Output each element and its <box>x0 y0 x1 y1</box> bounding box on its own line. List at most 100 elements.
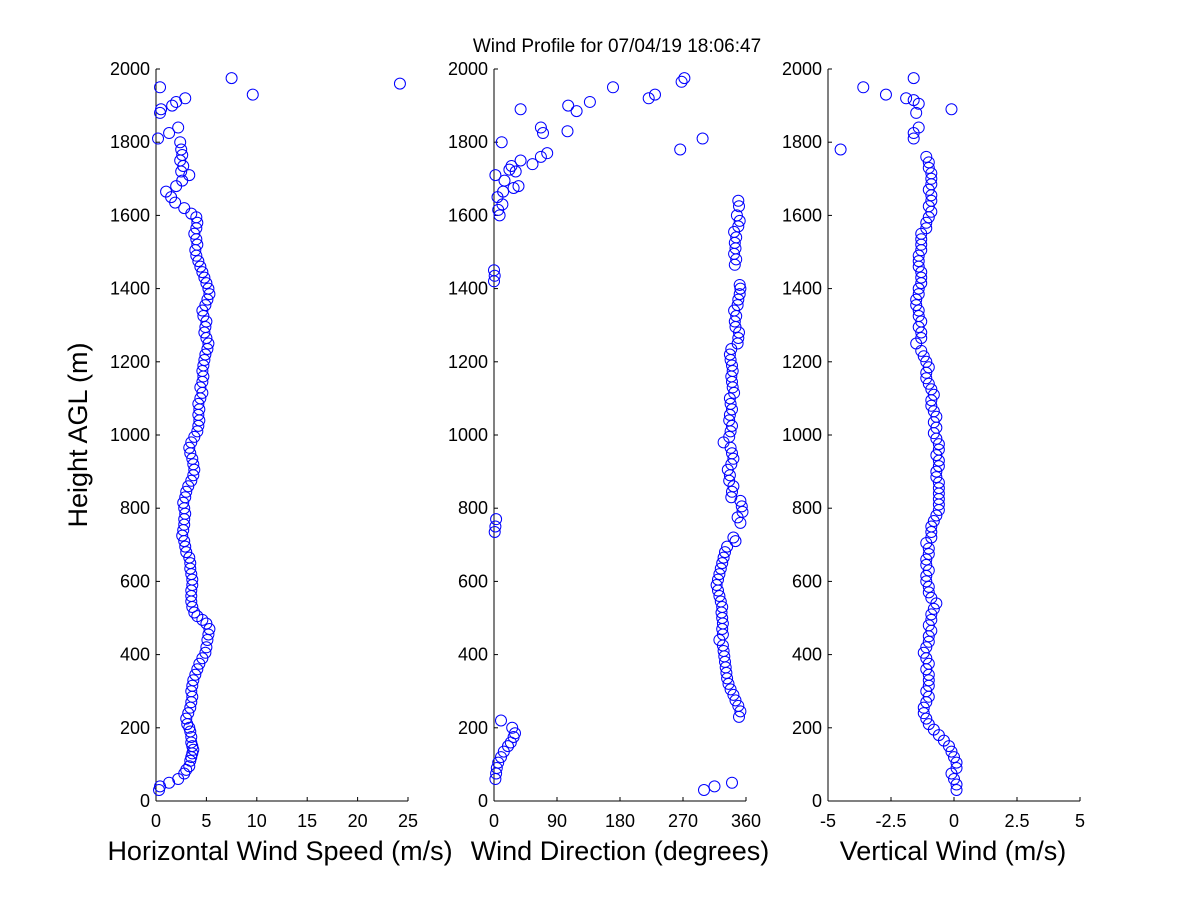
vertical-wind-data-point <box>922 542 935 555</box>
vertical-wind-xtick-label: 0 <box>949 811 959 831</box>
horizontal-wind-speed-data-point <box>177 496 190 509</box>
wind-direction-data-point <box>493 209 506 222</box>
vertical-wind-data-point <box>922 674 935 687</box>
wind-direction-data-point <box>526 158 539 171</box>
vertical-wind-data-point <box>922 718 935 731</box>
wind-direction-data-point <box>733 214 746 227</box>
horizontal-wind-speed-xtick-label: 0 <box>151 811 161 831</box>
vertical-wind-data-point <box>932 482 945 495</box>
horizontal-wind-speed-data-point <box>153 784 166 797</box>
horizontal-wind-speed-data-point <box>178 202 191 215</box>
vertical-wind-data-point <box>912 282 925 295</box>
horizontal-wind-speed-data-point <box>393 77 406 90</box>
wind-direction-data-point <box>562 99 575 112</box>
horizontal-wind-speed-ytick-label: 800 <box>120 498 150 518</box>
horizontal-wind-speed-ytick-label: 1800 <box>110 132 150 152</box>
vertical-wind-data-point <box>930 465 943 478</box>
vertical-wind-data-point <box>927 515 940 528</box>
vertical-wind-data-point <box>930 509 943 522</box>
horizontal-wind-speed-data-point <box>192 397 205 410</box>
wind-direction-data-point <box>561 125 574 138</box>
vertical-wind-data-point <box>907 132 920 145</box>
vertical-wind-data-point <box>950 756 963 769</box>
vertical-wind-data-point <box>912 255 925 268</box>
horizontal-wind-speed-data-point <box>163 127 176 140</box>
vertical-wind-data-point <box>922 580 935 593</box>
vertical-wind-data-point <box>922 377 935 390</box>
wind-direction-data-point <box>727 452 740 465</box>
vertical-wind-data-point <box>922 200 935 213</box>
wind-direction-data-point <box>732 699 745 712</box>
vertical-wind-ytick-label: 1200 <box>782 352 822 372</box>
vertical-wind-xtick-label: -5 <box>820 811 836 831</box>
horizontal-wind-speed-data-point <box>174 136 187 149</box>
horizontal-wind-speed-data-point <box>182 707 195 720</box>
vertical-wind-data-point <box>920 355 933 368</box>
vertical-wind-data-point <box>879 88 892 101</box>
horizontal-wind-speed-data-point <box>198 353 211 366</box>
vertical-wind-xtick-label: -2.5 <box>875 811 906 831</box>
wind-direction-data-point <box>696 132 709 145</box>
horizontal-wind-speed-data-point <box>176 149 189 162</box>
wind-direction-data-point <box>495 714 507 727</box>
vertical-wind-data-point <box>927 388 940 401</box>
vertical-wind-data-point <box>915 271 928 284</box>
vertical-wind-data-point <box>948 751 960 764</box>
wind-direction-data-point <box>719 546 731 559</box>
vertical-wind-data-point <box>922 547 935 560</box>
wind-direction-data-point <box>502 740 514 753</box>
horizontal-wind-speed-data-point <box>185 474 198 487</box>
wind-direction-data-point <box>727 688 740 701</box>
horizontal-wind-speed-data-point <box>203 622 216 635</box>
horizontal-wind-speed-data-point <box>200 641 213 654</box>
vertical-wind-data-point <box>927 405 940 418</box>
horizontal-wind-speed-data-point <box>191 663 204 676</box>
horizontal-wind-speed-data-point <box>175 143 188 156</box>
vertical-wind-ytick-label: 600 <box>792 571 822 591</box>
horizontal-wind-speed-data-point <box>194 260 207 273</box>
vertical-wind-data-point <box>930 410 943 423</box>
vertical-wind-data-point <box>920 372 933 385</box>
horizontal-wind-speed-data-point <box>154 81 167 94</box>
wind-direction-xtick-label: 0 <box>489 811 499 831</box>
horizontal-wind-speed-data-point <box>183 551 196 564</box>
wind-direction-data-point <box>534 121 547 134</box>
wind-direction-data-point <box>514 154 527 167</box>
horizontal-wind-speed-data-point <box>183 760 196 773</box>
vertical-wind-data-point <box>925 172 938 185</box>
wind-direction-ytick-label: 600 <box>458 571 488 591</box>
horizontal-wind-speed-data-point <box>187 743 200 756</box>
vertical-wind-data-point <box>948 773 960 786</box>
vertical-wind-data-point <box>920 641 933 654</box>
horizontal-wind-speed-ytick-label: 1400 <box>110 279 150 299</box>
wind-direction-data-point <box>733 288 746 301</box>
horizontal-wind-speed-data-point <box>179 540 192 553</box>
vertical-wind-data-point <box>920 685 933 698</box>
wind-direction-data-point <box>714 562 727 575</box>
horizontal-wind-speed-data-point <box>203 288 216 301</box>
horizontal-wind-speed-data-point <box>193 657 206 670</box>
vertical-wind-ytick-label: 1400 <box>782 279 822 299</box>
wind-direction-data-point <box>490 513 503 526</box>
wind-direction-ytick-label: 1200 <box>448 352 488 372</box>
horizontal-wind-speed-data-point <box>196 652 209 665</box>
horizontal-wind-speed-data-point <box>185 730 198 743</box>
horizontal-wind-speed-ytick-label: 1000 <box>110 425 150 445</box>
vertical-wind-data-point <box>917 701 930 714</box>
horizontal-wind-speed-xtick-label: 15 <box>297 811 317 831</box>
wind-direction-data-point <box>727 531 740 544</box>
wind-direction-data-point <box>514 103 527 116</box>
vertical-wind-data-point <box>950 762 963 775</box>
wind-direction-data-point <box>716 557 729 570</box>
vertical-wind-data-point <box>900 92 913 105</box>
wind-direction-data-point <box>570 105 583 118</box>
horizontal-wind-speed-ytick-label: 1200 <box>110 352 150 372</box>
wind-direction-ytick-label: 200 <box>458 718 488 738</box>
wind-direction-data-point <box>674 143 687 156</box>
vertical-wind-data-point <box>925 194 938 207</box>
wind-direction-data-point <box>733 200 745 213</box>
wind-direction-data-point <box>583 95 596 108</box>
figure-title: Wind Profile for 07/04/19 18:06:47 <box>473 36 761 57</box>
